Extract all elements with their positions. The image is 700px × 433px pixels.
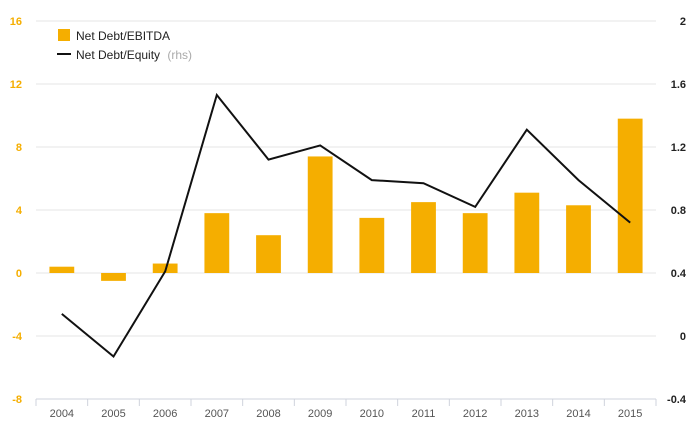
bar-ebitda-2005 <box>101 273 126 281</box>
x-axis-tick-label: 2014 <box>566 408 590 420</box>
x-axis-tick-label: 2005 <box>101 408 125 420</box>
x-axis-tick-label: 2004 <box>50 408 74 420</box>
legend-label-equity-suffix: (rhs) <box>167 48 192 62</box>
bars-ebitda <box>49 118 643 281</box>
left-axis-tick-label: 8 <box>16 142 22 154</box>
x-axis-tick-label: 2006 <box>153 408 177 420</box>
legend-label-equity: Net Debt/Equity (rhs) <box>76 48 192 62</box>
bar-ebitda-2010 <box>359 217 385 273</box>
x-axis-tick-label: 2011 <box>412 408 436 420</box>
bar-ebitda-2012 <box>462 213 488 273</box>
bar-ebitda-2008 <box>256 235 281 273</box>
left-axis-tick-label: -4 <box>12 331 23 343</box>
legend: Net Debt/EBITDA Net Debt/Equity (rhs) <box>57 29 192 62</box>
right-axis-tick-label: 0 <box>680 331 686 343</box>
bar-ebitda-2015 <box>617 118 643 274</box>
bar-ebitda-2007 <box>204 213 230 273</box>
x-axis-tick-label: 2012 <box>463 408 487 420</box>
left-axis-tick-label: 4 <box>16 205 23 217</box>
line-equity-path <box>61 92 631 359</box>
right-axis-tick-label: 1.6 <box>671 79 686 91</box>
right-axis-tick-label: 0.4 <box>671 268 687 280</box>
x-axis-tick-label: 2013 <box>515 408 539 420</box>
grid <box>36 20 656 337</box>
legend-label-equity-name: Net Debt/Equity <box>76 48 160 62</box>
axes: 16 12 8 4 0 -4 -8 2 1.6 1.2 0.8 0.4 0 -0.4 2004 2005 200… <box>10 16 687 420</box>
bar-ebitda-2014 <box>566 205 591 273</box>
x-axis-tick-label: 2008 <box>256 408 280 420</box>
legend-swatch-ebitda <box>58 29 70 41</box>
left-axis-tick-label: 0 <box>16 268 22 280</box>
line-equity <box>61 92 631 359</box>
bar-ebitda-2009 <box>307 156 333 273</box>
legend-label-ebitda: Net Debt/EBITDA <box>76 29 170 43</box>
right-axis-tick-label: -0.4 <box>667 394 687 406</box>
right-axis-tick-label: 0.8 <box>671 205 686 217</box>
x-axis-tick-label: 2010 <box>360 408 384 420</box>
x-axis-tick-label: 2009 <box>308 408 332 420</box>
bar-ebitda-2011 <box>411 202 436 273</box>
x-axis-tick-label: 2007 <box>205 408 229 420</box>
x-axis-tick-label: 2015 <box>618 408 642 420</box>
bar-ebitda-2004 <box>49 266 75 273</box>
right-axis-tick-label: 1.2 <box>671 142 686 154</box>
right-axis-tick-label: 2 <box>680 16 686 28</box>
left-axis-tick-label: 16 <box>10 16 22 28</box>
left-axis-tick-label: -8 <box>12 394 22 406</box>
left-axis-tick-label: 12 <box>10 79 22 91</box>
bar-ebitda-2013 <box>514 192 540 273</box>
